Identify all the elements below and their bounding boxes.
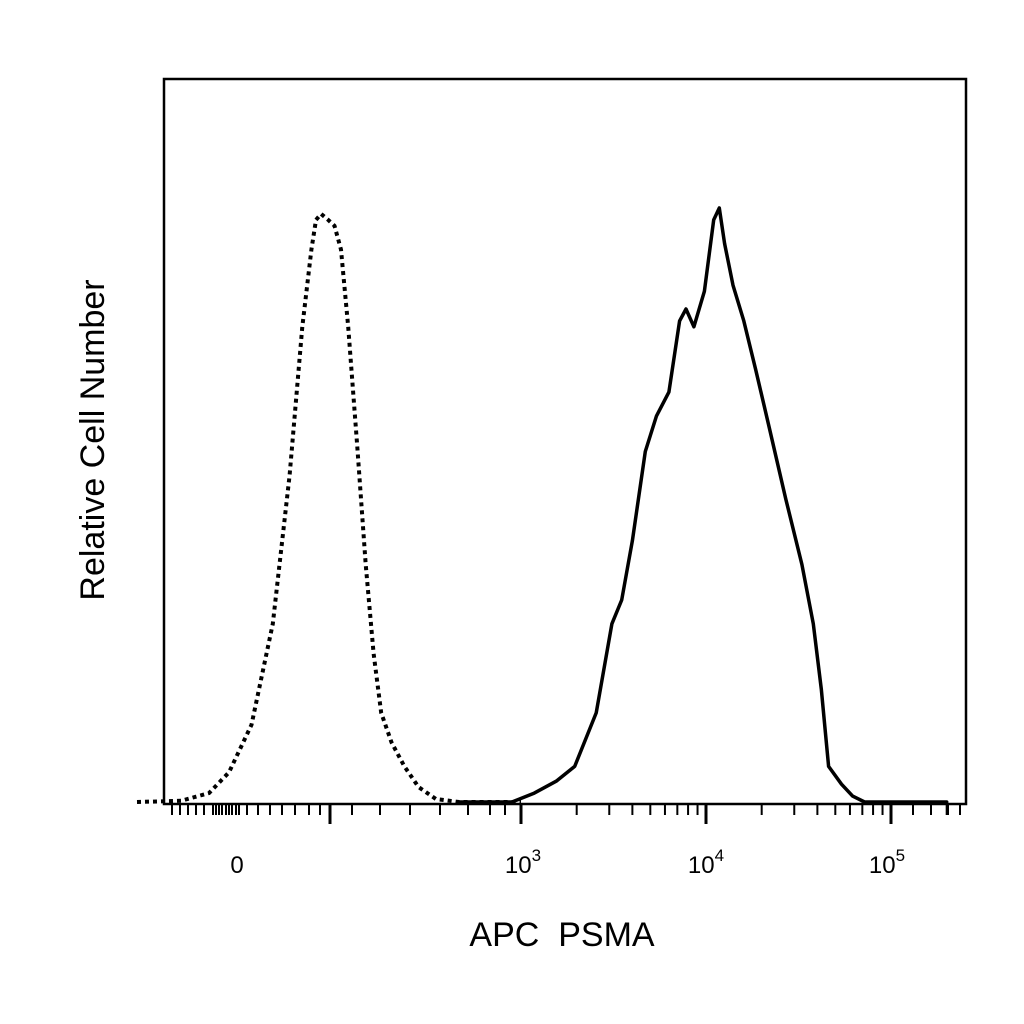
- series-layer: [136, 206, 949, 804]
- solid-series-line: [457, 206, 949, 804]
- x-tick-label: 104: [688, 846, 724, 879]
- x-axis-title: APC PSMA: [469, 916, 654, 954]
- x-tick-labels: 0 103 104 105: [230, 846, 905, 879]
- x-tick-label: 105: [869, 846, 905, 879]
- x-tick-label: 0: [230, 852, 243, 879]
- dotted-series-line: [136, 211, 521, 804]
- x-minor-ticks: [171, 804, 961, 815]
- y-axis-title: Relative Cell Number: [74, 279, 112, 600]
- x-tick-label: 103: [505, 846, 541, 879]
- plot-frame: [162, 77, 968, 806]
- x-major-ticks: [328, 804, 893, 824]
